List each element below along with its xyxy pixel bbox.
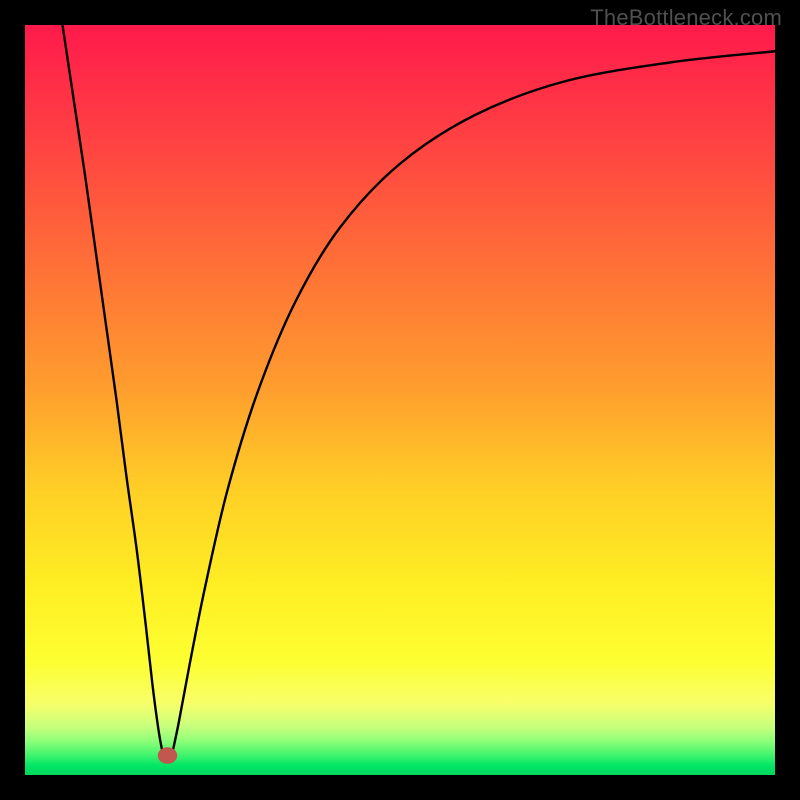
- bottleneck-curve: [25, 25, 775, 775]
- curve-minimum-marker: [158, 747, 178, 764]
- chart-frame: TheBottleneck.com: [0, 0, 800, 800]
- curve-right-branch: [173, 51, 775, 751]
- curve-left-branch: [63, 25, 163, 751]
- plot-area: [25, 25, 775, 775]
